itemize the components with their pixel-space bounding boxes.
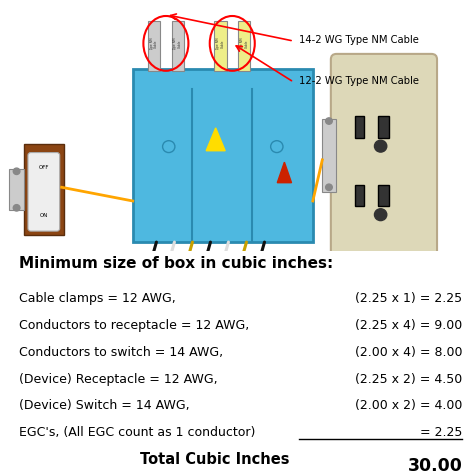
Circle shape: [326, 118, 332, 124]
Text: 14-2 WG Type NM Cable: 14-2 WG Type NM Cable: [299, 35, 419, 45]
Text: Conductors to switch = 14 AWG,: Conductors to switch = 14 AWG,: [18, 346, 223, 359]
FancyBboxPatch shape: [355, 116, 364, 138]
Text: Type NM
Cable: Type NM Cable: [240, 37, 248, 50]
Circle shape: [13, 168, 20, 174]
FancyBboxPatch shape: [238, 20, 250, 71]
Text: (Device) Receptacle = 12 AWG,: (Device) Receptacle = 12 AWG,: [18, 373, 217, 385]
FancyBboxPatch shape: [378, 116, 389, 138]
Text: ON: ON: [40, 213, 48, 218]
Text: (Device) Switch = 14 AWG,: (Device) Switch = 14 AWG,: [18, 400, 189, 412]
FancyBboxPatch shape: [355, 184, 364, 207]
Text: OFF: OFF: [38, 165, 49, 170]
FancyBboxPatch shape: [331, 54, 437, 257]
FancyBboxPatch shape: [133, 69, 313, 242]
Text: Minimum size of box in cubic inches:: Minimum size of box in cubic inches:: [18, 255, 333, 271]
Polygon shape: [206, 128, 225, 151]
Circle shape: [326, 184, 332, 191]
FancyBboxPatch shape: [214, 20, 227, 71]
Text: (2.00 x 4) = 8.00: (2.00 x 4) = 8.00: [355, 346, 462, 359]
FancyBboxPatch shape: [172, 20, 184, 71]
Text: EGC's, (All EGC count as 1 conductor): EGC's, (All EGC count as 1 conductor): [18, 426, 255, 439]
Text: Type NM
Cable: Type NM Cable: [150, 37, 158, 50]
Text: (2.25 x 4) = 9.00: (2.25 x 4) = 9.00: [355, 319, 462, 332]
Text: (2.25 x 2) = 4.50: (2.25 x 2) = 4.50: [355, 373, 462, 385]
Text: Total Cubic Inches: Total Cubic Inches: [140, 452, 290, 467]
FancyBboxPatch shape: [28, 153, 60, 231]
Polygon shape: [277, 162, 292, 182]
Circle shape: [374, 209, 387, 220]
Circle shape: [374, 140, 387, 152]
Text: (2.25 x 1) = 2.25: (2.25 x 1) = 2.25: [355, 292, 462, 305]
Text: = 2.25: = 2.25: [420, 426, 462, 439]
Text: Type NM
Cable: Type NM Cable: [173, 37, 182, 50]
Text: 30.00: 30.00: [408, 457, 462, 474]
Text: 12-2 WG Type NM Cable: 12-2 WG Type NM Cable: [299, 76, 419, 86]
Text: Conductors to receptacle = 12 AWG,: Conductors to receptacle = 12 AWG,: [18, 319, 249, 332]
FancyBboxPatch shape: [24, 144, 64, 235]
Circle shape: [13, 205, 20, 211]
Text: (2.00 x 2) = 4.00: (2.00 x 2) = 4.00: [355, 400, 462, 412]
Text: Cable clamps = 12 AWG,: Cable clamps = 12 AWG,: [18, 292, 175, 305]
FancyBboxPatch shape: [9, 169, 24, 210]
Text: Type NM
Cable: Type NM Cable: [216, 37, 225, 50]
FancyBboxPatch shape: [322, 119, 336, 192]
FancyBboxPatch shape: [148, 20, 160, 71]
FancyBboxPatch shape: [378, 184, 389, 207]
